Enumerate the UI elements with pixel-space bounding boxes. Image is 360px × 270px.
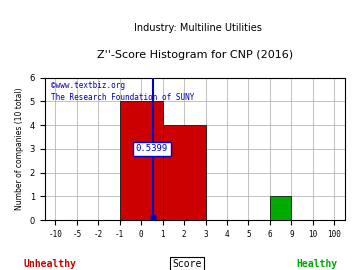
- Text: ©www.textbiz.org: ©www.textbiz.org: [51, 81, 125, 90]
- Text: Industry: Multiline Utilities: Industry: Multiline Utilities: [134, 23, 262, 33]
- Text: Healthy: Healthy: [296, 259, 337, 269]
- Title: Z''-Score Histogram for CNP (2016): Z''-Score Histogram for CNP (2016): [97, 50, 293, 60]
- Text: Score: Score: [172, 259, 202, 269]
- Text: The Research Foundation of SUNY: The Research Foundation of SUNY: [51, 93, 194, 102]
- Bar: [270, 196, 291, 220]
- Text: 0.5399: 0.5399: [136, 144, 168, 153]
- Bar: [163, 125, 206, 220]
- Text: Unhealthy: Unhealthy: [24, 259, 77, 269]
- Bar: [120, 101, 163, 220]
- Y-axis label: Number of companies (10 total): Number of companies (10 total): [15, 87, 24, 210]
